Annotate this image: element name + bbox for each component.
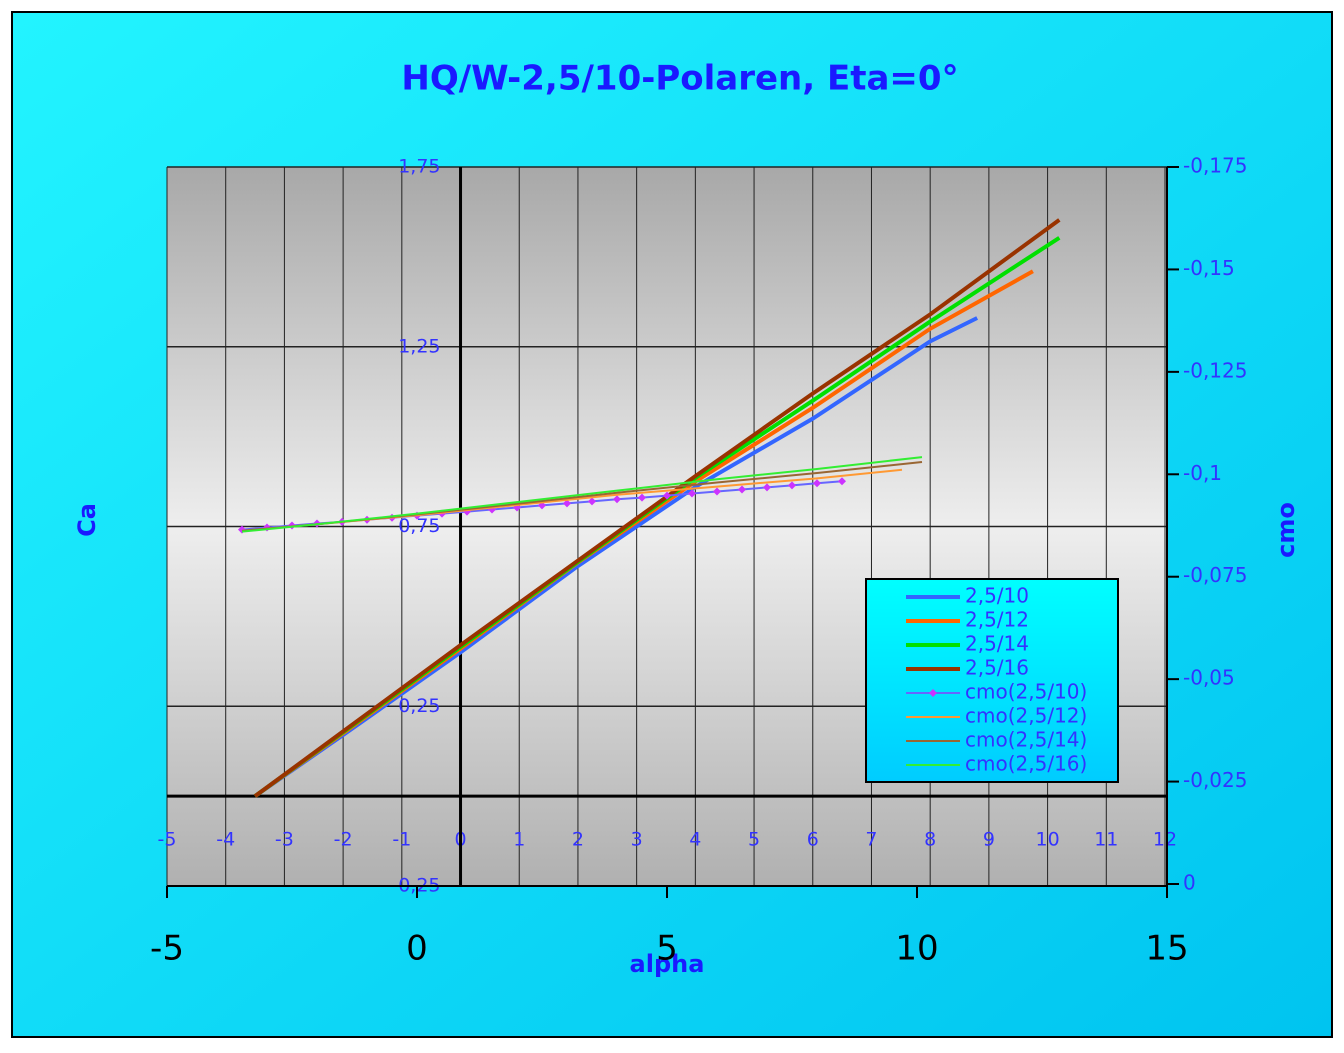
y-axis-title: Ca — [73, 503, 101, 537]
data-point — [838, 477, 846, 486]
legend — [865, 578, 1119, 783]
legend-label: 2,5/16 — [965, 656, 1029, 680]
y-tick-label: 1,75 — [398, 156, 440, 178]
data-point — [788, 481, 796, 490]
x-tick-label: 11 — [1094, 829, 1118, 851]
series-line — [253, 218, 1061, 798]
x-axis-title: alpha — [630, 950, 705, 978]
x-tick-label: -3 — [275, 829, 294, 851]
x-tick-label: 6 — [807, 829, 819, 851]
x-tick-label: 4 — [689, 829, 701, 851]
x2-tick-label: 0 — [406, 929, 428, 969]
x-tick-label: 12 — [1153, 829, 1177, 851]
data-point — [763, 483, 771, 492]
legend-label: cmo(2,5/16) — [965, 752, 1087, 776]
data-point — [713, 487, 721, 496]
y2-tick-label: -0,175 — [1183, 154, 1247, 178]
y2-tick-label: -0,1 — [1183, 461, 1222, 485]
x2-tick-label: 5 — [656, 929, 678, 969]
chart-title: HQ/W-2,5/10-Polaren, Eta=0° — [401, 59, 958, 99]
x-tick-label: 10 — [1035, 829, 1059, 851]
legend-label: cmo(2,5/14) — [965, 728, 1087, 752]
x2-tick-label: -5 — [150, 929, 184, 969]
y-tick-label: 0,75 — [398, 515, 440, 537]
data-point — [638, 493, 646, 502]
x-tick-label: -4 — [216, 829, 235, 851]
y2-tick-label: -0,05 — [1183, 666, 1235, 690]
x-tick-label: 9 — [983, 829, 995, 851]
y-tick-label: 1,25 — [398, 335, 440, 357]
legend-marker — [929, 689, 937, 697]
legend-label: cmo(2,5/12) — [965, 704, 1087, 728]
x-tick-label: 2 — [572, 829, 584, 851]
x-tick-label: 1 — [513, 829, 525, 851]
legend-label: cmo(2,5/10) — [965, 680, 1087, 704]
legend-label: 2,5/10 — [965, 584, 1029, 608]
x-tick-label: 3 — [631, 829, 643, 851]
x-tick-label: 8 — [924, 829, 936, 851]
data-point — [563, 499, 571, 508]
data-point — [738, 485, 746, 494]
legend-label: 2,5/12 — [965, 608, 1029, 632]
data-point — [688, 489, 696, 498]
data-point — [588, 497, 596, 506]
y2-tick-label: 0 — [1183, 871, 1196, 895]
series-line — [241, 456, 923, 533]
x2-tick-label: 10 — [895, 929, 938, 969]
data-point — [813, 479, 821, 488]
y2-tick-label: -0,075 — [1183, 563, 1247, 587]
y2-axis-title: cmo — [1272, 502, 1300, 558]
x-tick-label: 7 — [865, 829, 877, 851]
x-tick-label: 5 — [748, 829, 760, 851]
data-point — [613, 495, 621, 504]
x2-tick-label: 15 — [1145, 929, 1188, 969]
x-tick-label: -2 — [334, 829, 353, 851]
data-point — [663, 491, 671, 500]
legend-label: 2,5/14 — [965, 632, 1029, 656]
y2-tick-label: -0,15 — [1183, 256, 1235, 280]
x-tick-label: -5 — [158, 829, 177, 851]
x-tick-label: -1 — [392, 829, 411, 851]
y2-tick-label: -0,025 — [1183, 768, 1247, 792]
y-tick-label: 0,25 — [398, 695, 440, 717]
y2-tick-label: -0,125 — [1183, 358, 1247, 382]
